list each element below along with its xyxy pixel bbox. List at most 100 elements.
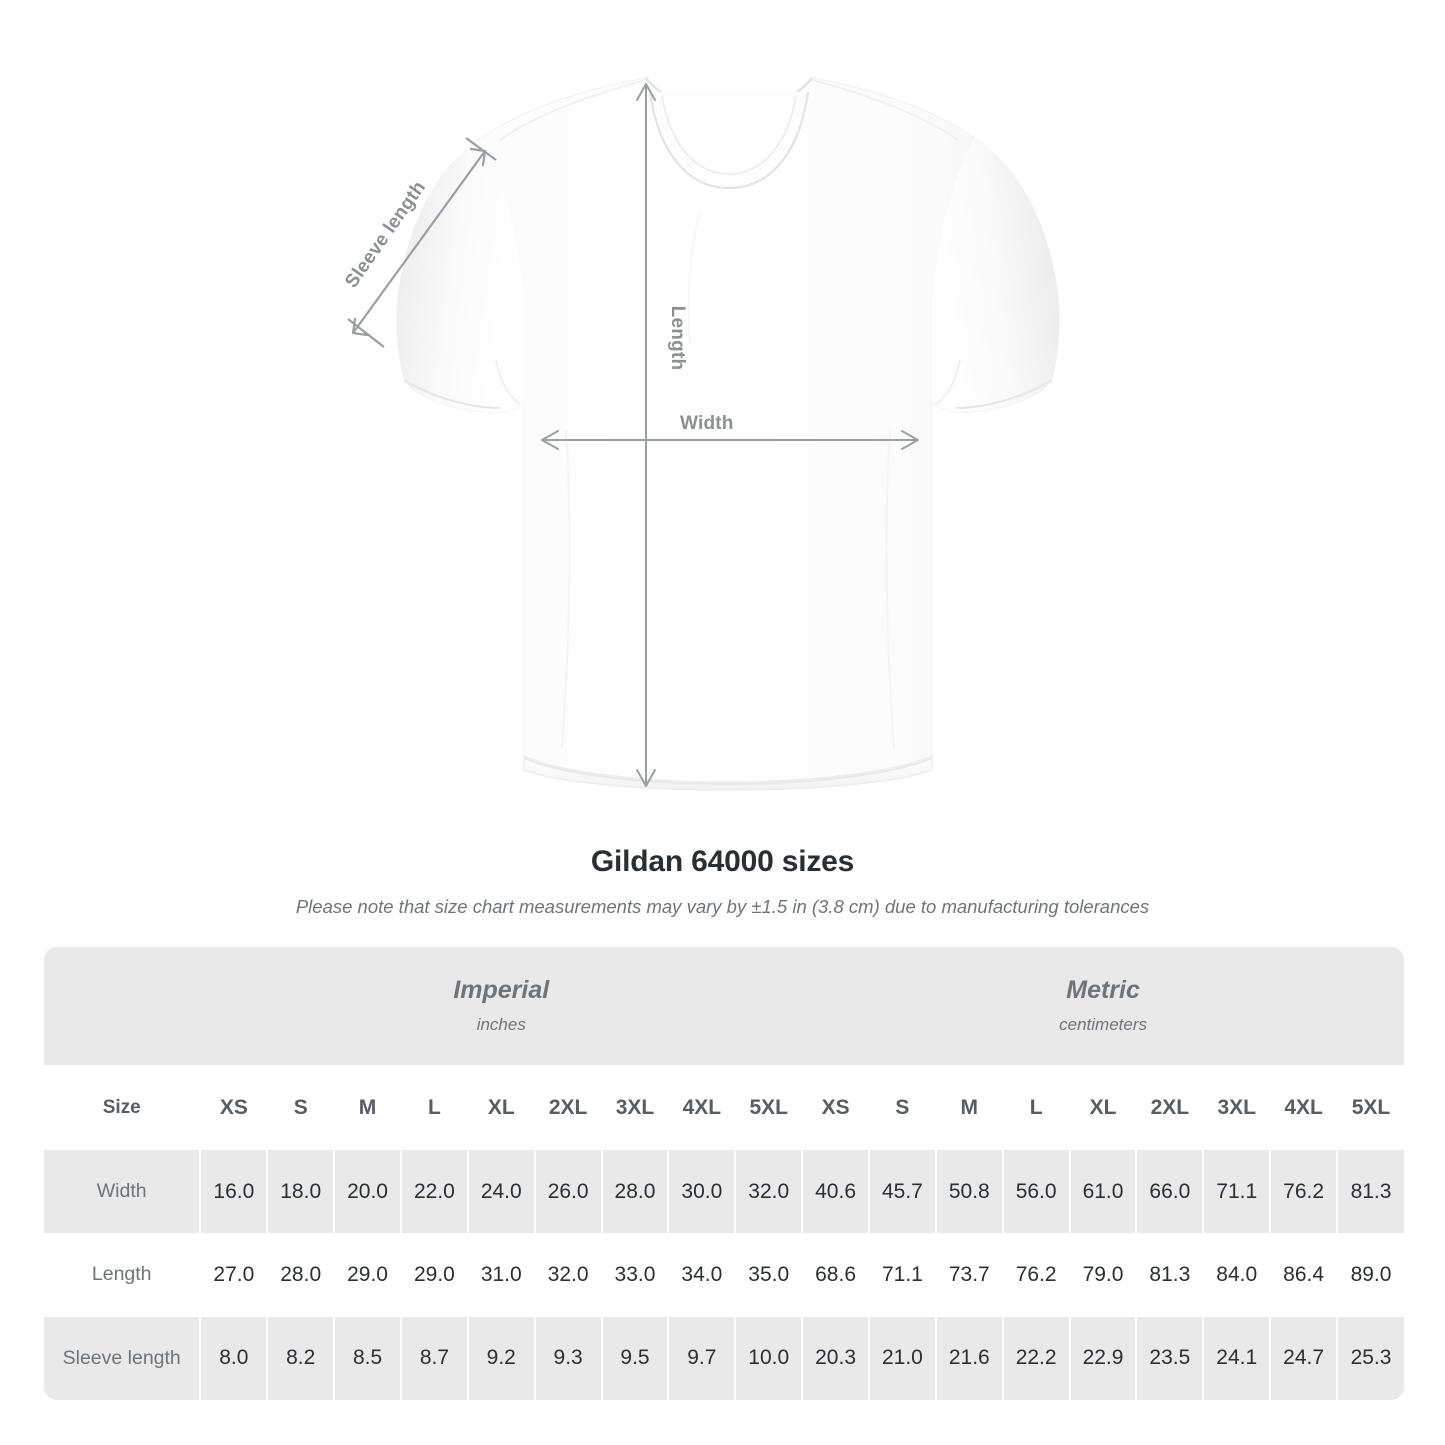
cell-length-metric-s: 71.1 xyxy=(869,1233,937,1317)
sleeve-length-dimension xyxy=(347,137,497,348)
cell-sleeve-length-metric-xl: 22.9 xyxy=(1069,1316,1138,1400)
size-table: Imperial inches Metric centimeters Size X… xyxy=(44,947,1404,1400)
cell-width-imperial-2xl: 26.0 xyxy=(534,1150,603,1234)
cell-sleeve-length-imperial-5xl: 10.0 xyxy=(735,1316,804,1400)
unit-name-imperial: Imperial xyxy=(453,976,550,1005)
cell-length-imperial-3xl: 33.0 xyxy=(601,1233,670,1317)
size-column-header-metric-l: L xyxy=(1002,1065,1071,1150)
cell-length-imperial-5xl: 35.0 xyxy=(735,1233,804,1317)
cell-width-metric-4xl: 76.2 xyxy=(1270,1150,1339,1234)
tshirt-diagram: Sleeve length Length Width xyxy=(341,77,1060,791)
size-column-header-imperial-xs: XS xyxy=(200,1065,269,1150)
cell-sleeve-length-metric-5xl: 25.3 xyxy=(1337,1316,1404,1400)
size-column-header-metric-4xl: 4XL xyxy=(1270,1065,1339,1150)
cell-sleeve-length-metric-3xl: 24.1 xyxy=(1203,1316,1272,1400)
cell-width-metric-m: 50.8 xyxy=(935,1150,1004,1234)
cell-width-metric-5xl: 81.3 xyxy=(1337,1150,1404,1234)
row-header-length: Length xyxy=(44,1233,202,1317)
cell-width-imperial-xl: 24.0 xyxy=(467,1150,536,1234)
width-label: Width xyxy=(680,413,734,434)
unit-section-imperial: Imperial inches xyxy=(200,947,803,1065)
cell-width-imperial-xs: 16.0 xyxy=(200,1150,269,1234)
width-dimension xyxy=(541,430,919,450)
cell-width-imperial-3xl: 28.0 xyxy=(601,1150,670,1234)
cell-length-metric-l: 76.2 xyxy=(1002,1233,1071,1317)
cell-length-imperial-l: 29.0 xyxy=(400,1233,469,1317)
size-table-container: Imperial inches Metric centimeters Size X… xyxy=(44,947,1404,1400)
size-table-body: Width 16.0 18.0 20.0 22.0 24.0 26.0 28.0 30.0 32.… xyxy=(44,1150,1404,1400)
row-header-sleeve-length: Sleeve length xyxy=(44,1316,202,1400)
cell-length-imperial-m: 29.0 xyxy=(334,1233,402,1317)
cell-length-metric-xl: 79.0 xyxy=(1069,1233,1138,1317)
unit-name-metric: Metric xyxy=(1066,976,1140,1005)
size-column-header-imperial-5xl: 5XL xyxy=(735,1065,804,1150)
unit-section-metric: Metric centimeters xyxy=(802,947,1404,1065)
table-row: Sleeve length 8.0 8.2 8.5 8.7 9.2 9.3 9.5 9.7 10.… xyxy=(44,1316,1404,1400)
cell-length-imperial-2xl: 32.0 xyxy=(534,1233,603,1317)
cell-sleeve-length-imperial-l: 8.7 xyxy=(400,1316,469,1400)
unit-banner-row: Imperial inches Metric centimeters xyxy=(44,947,1404,1065)
cell-width-imperial-s: 18.0 xyxy=(267,1150,336,1234)
cell-sleeve-length-metric-2xl: 23.5 xyxy=(1136,1316,1205,1400)
cell-length-metric-4xl: 86.4 xyxy=(1270,1233,1339,1317)
size-column-header-imperial-4xl: 4XL xyxy=(668,1065,737,1150)
measurement-note: Please note that size chart measurements… xyxy=(295,896,1150,917)
size-column-header-metric-xl: XL xyxy=(1069,1065,1138,1150)
size-column-header-metric-xs: XS xyxy=(802,1065,870,1150)
cell-sleeve-length-metric-m: 21.6 xyxy=(935,1316,1004,1400)
row-header-width: Width xyxy=(44,1150,202,1234)
cell-width-metric-3xl: 71.1 xyxy=(1203,1150,1272,1234)
cell-sleeve-length-metric-xs: 20.3 xyxy=(802,1316,870,1400)
cell-sleeve-length-metric-l: 22.2 xyxy=(1002,1316,1071,1400)
table-row: Width 16.0 18.0 20.0 22.0 24.0 26.0 28.0 30.0 32.… xyxy=(44,1150,1404,1234)
cell-sleeve-length-metric-4xl: 24.7 xyxy=(1270,1316,1339,1400)
tshirt-shape xyxy=(396,77,1060,791)
cell-width-metric-xl: 61.0 xyxy=(1069,1150,1138,1234)
size-column-header-metric-5xl: 5XL xyxy=(1337,1065,1404,1150)
length-label: Length xyxy=(667,305,688,371)
page-title: Gildan 64000 sizes xyxy=(590,845,855,878)
cell-sleeve-length-imperial-xs: 8.0 xyxy=(200,1316,269,1400)
cell-width-metric-2xl: 66.0 xyxy=(1136,1150,1205,1234)
length-dimension xyxy=(636,83,656,787)
size-header-label: Size xyxy=(44,1065,202,1150)
size-column-header-imperial-m: M xyxy=(334,1065,402,1150)
heading-block: Gildan 64000 sizes Please note that size… xyxy=(0,845,1445,918)
cell-sleeve-length-imperial-2xl: 9.3 xyxy=(534,1316,603,1400)
cell-sleeve-length-imperial-xl: 9.2 xyxy=(467,1316,536,1400)
size-header-row: Size XS S M L XL 2XL 3XL 4XL 5XL XS S M L XL 2XL 3XL 4XL 5… xyxy=(44,1065,1404,1150)
cell-sleeve-length-metric-s: 21.0 xyxy=(869,1316,937,1400)
unit-sub-metric: centimeters xyxy=(1059,1014,1147,1034)
cell-sleeve-length-imperial-3xl: 9.5 xyxy=(601,1316,670,1400)
cell-width-imperial-4xl: 30.0 xyxy=(668,1150,737,1234)
cell-sleeve-length-imperial-s: 8.2 xyxy=(267,1316,336,1400)
table-row: Length 27.0 28.0 29.0 29.0 31.0 32.0 33.0 34.0 35… xyxy=(44,1233,1404,1317)
unit-corner-cell xyxy=(44,947,201,1065)
size-column-header-imperial-l: L xyxy=(400,1065,469,1150)
cell-length-metric-m: 73.7 xyxy=(935,1233,1004,1317)
cell-length-imperial-4xl: 34.0 xyxy=(668,1233,737,1317)
cell-width-imperial-5xl: 32.0 xyxy=(735,1150,804,1234)
cell-length-metric-xs: 68.6 xyxy=(802,1233,870,1317)
cell-length-metric-3xl: 84.0 xyxy=(1203,1233,1272,1317)
cell-width-metric-xs: 40.6 xyxy=(802,1150,870,1234)
cell-length-imperial-xl: 31.0 xyxy=(467,1233,536,1317)
cell-sleeve-length-imperial-m: 8.5 xyxy=(334,1316,402,1400)
cell-width-metric-l: 56.0 xyxy=(1002,1150,1071,1234)
size-column-header-metric-3xl: 3XL xyxy=(1203,1065,1272,1150)
cell-length-imperial-xs: 27.0 xyxy=(200,1233,269,1317)
cell-length-metric-5xl: 89.0 xyxy=(1337,1233,1404,1317)
size-column-header-metric-2xl: 2XL xyxy=(1136,1065,1205,1150)
cell-width-metric-s: 45.7 xyxy=(869,1150,937,1234)
cell-sleeve-length-imperial-4xl: 9.7 xyxy=(668,1316,737,1400)
size-column-header-imperial-s: S xyxy=(267,1065,336,1150)
size-column-header-imperial-3xl: 3XL xyxy=(601,1065,670,1150)
size-column-header-metric-m: M xyxy=(935,1065,1004,1150)
unit-sub-imperial: inches xyxy=(476,1014,526,1034)
cell-length-imperial-s: 28.0 xyxy=(267,1233,336,1317)
cell-length-metric-2xl: 81.3 xyxy=(1136,1233,1205,1317)
size-column-header-imperial-2xl: 2XL xyxy=(534,1065,603,1150)
cell-width-imperial-m: 20.0 xyxy=(334,1150,402,1234)
cell-width-imperial-l: 22.0 xyxy=(400,1150,469,1234)
